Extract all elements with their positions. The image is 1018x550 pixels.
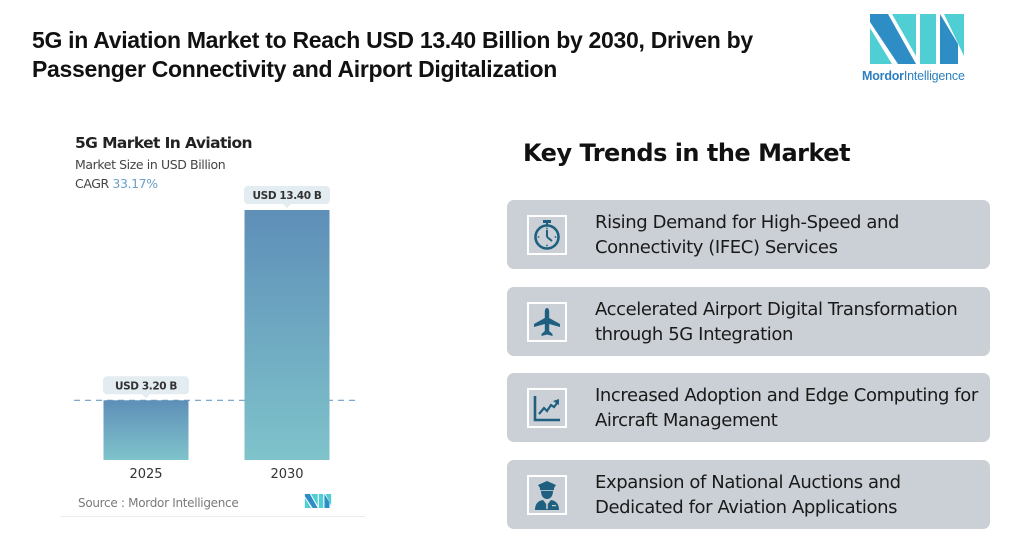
chart-subtitle: Market Size in USD Billion — [75, 157, 226, 172]
x-tick-label: 2025 — [129, 467, 162, 482]
bar-2025 — [103, 400, 189, 460]
pilot-icon — [527, 475, 567, 515]
trends-title: Key Trends in the Market — [523, 139, 851, 167]
x-tick-label: 2030 — [270, 467, 303, 482]
data-label: USD 3.20 B — [115, 380, 177, 392]
brand-name: MordorIntelligence — [862, 69, 974, 83]
brand-name-bold: Mordor — [862, 69, 904, 83]
stopwatch-icon — [527, 215, 567, 255]
trend-text: Accelerated Airport Digital Transformati… — [595, 299, 958, 345]
chart-source: Source : Mordor Intelligence — [78, 496, 239, 510]
trend-card: Increased Adoption and Edge Computing fo… — [507, 373, 990, 442]
data-label-bubble — [103, 376, 189, 395]
bar-2030 — [244, 210, 330, 460]
growth-chart-icon — [527, 388, 567, 428]
chart-title: 5G Market In Aviation — [75, 134, 253, 152]
cagr-value: 33.17% — [112, 176, 158, 191]
cagr-label: CAGR — [75, 176, 109, 191]
data-label: USD 13.40 B — [253, 190, 322, 202]
brand-logo: MordorIntelligence — [862, 14, 974, 86]
airplane-icon — [527, 302, 567, 342]
trend-card: Rising Demand for High-Speed and Connect… — [507, 200, 990, 269]
source-logo-icon — [304, 494, 332, 508]
trend-text: Increased Adoption and Edge Computing fo… — [595, 385, 978, 431]
chart-plot: USD 3.20 B 2025 USD 13.40 B 2030 — [74, 186, 360, 482]
data-label-bubble — [244, 186, 330, 204]
brand-name-light: Intelligence — [903, 69, 965, 83]
trend-text: Rising Demand for High-Speed and Connect… — [595, 212, 900, 258]
trend-text: Expansion of National Auctions and Dedic… — [595, 472, 901, 518]
mordor-logo-icon — [870, 14, 964, 64]
page-headline: 5G in Aviation Market to Reach USD 13.40… — [32, 27, 753, 82]
market-chart: 5G Market In Aviation Market Size in USD… — [60, 118, 370, 520]
trend-card: Accelerated Airport Digital Transformati… — [507, 287, 990, 356]
chart-divider — [60, 516, 365, 517]
data-label-pointer — [142, 394, 150, 399]
data-label-pointer — [283, 204, 291, 208]
trend-card: Expansion of National Auctions and Dedic… — [507, 460, 990, 529]
chart-cagr: CAGR 33.17% — [75, 176, 158, 191]
